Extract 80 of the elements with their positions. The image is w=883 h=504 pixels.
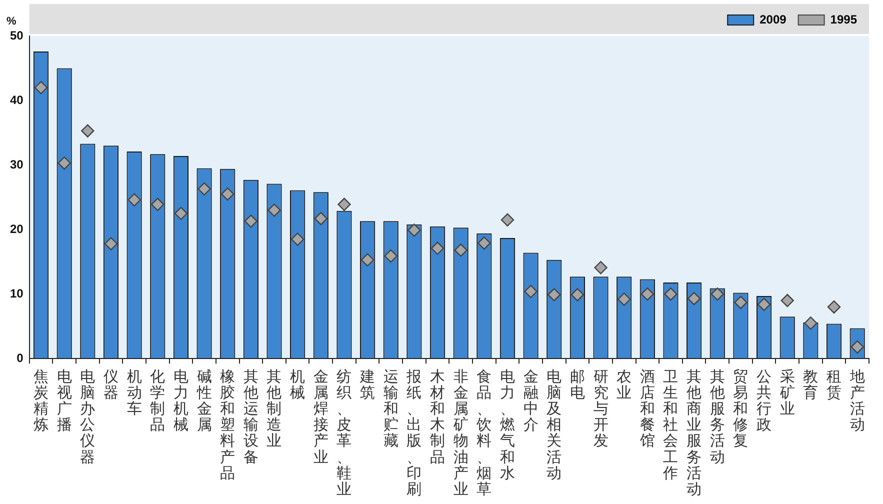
y-tick-label: 10 [10, 286, 24, 300]
x-tick-label: 电脑办公仪器 [80, 368, 96, 466]
x-tick-label: 纺织、皮革、鞋业 [336, 368, 352, 498]
point [734, 296, 748, 310]
x-tick-label: 贸易和修复 [733, 368, 748, 450]
x-tick-label: 公共行政 [756, 368, 772, 434]
point [314, 212, 328, 226]
x-tick-label: 运输和贮藏 [383, 368, 398, 450]
x-tick-label: 金属焊接产业 [313, 368, 328, 466]
x-tick-label: 酒店和餐馆 [638, 368, 655, 450]
x-tick-label: 橡胶和塑料产品 [220, 368, 236, 482]
x-tick-label: 木材和木制品 [429, 368, 446, 466]
point [290, 232, 304, 246]
y-tick-label: 40 [10, 92, 24, 107]
point [128, 193, 141, 206]
x-tick-label: 卫生和社会工作 [662, 368, 678, 482]
x-tick-label: 电力、燃气和水 [500, 368, 515, 482]
point [338, 198, 351, 211]
y-tick-label: 30 [10, 157, 24, 172]
x-tick-label: 焦炭精炼 [34, 368, 49, 434]
legend-label: 1995 [830, 12, 858, 26]
point [174, 206, 188, 220]
x-tick-label: 建筑 [359, 368, 376, 402]
x-tick-label: 碱性金属 [196, 368, 212, 434]
x-tick-label: 金融中介 [523, 368, 538, 434]
x-tick-label: 采矿业 [778, 368, 795, 418]
point [757, 298, 771, 312]
x-tick-label: 研究与开发 [593, 368, 608, 450]
point [454, 244, 468, 257]
x-tick-label: 电脑及相关活动 [546, 368, 562, 482]
point [710, 287, 724, 301]
point [618, 292, 631, 306]
point [594, 261, 608, 274]
point [268, 204, 281, 217]
x-tick-label: 其他商业服务活动 [686, 368, 702, 498]
point [81, 124, 94, 138]
point [478, 236, 491, 250]
point [548, 288, 561, 302]
x-tick-label: 仪器 [103, 368, 118, 402]
point [104, 237, 118, 250]
x-tick-label: 邮电 [570, 368, 585, 402]
x-tick-label: 教育 [803, 368, 818, 402]
x-tick-label: 机械 [290, 368, 306, 402]
point [58, 156, 71, 170]
point [640, 287, 654, 301]
point [524, 284, 538, 298]
point [384, 249, 398, 263]
x-tick-label: 其他制造业 [266, 368, 282, 450]
y-tick-label: 50 [10, 28, 24, 42]
y-axis-title: % [6, 16, 16, 28]
x-tick-label: 报纸、出版、印刷 [406, 368, 422, 498]
x-tick-label: 机动车 [126, 368, 142, 418]
legend-label: 2009 [760, 12, 787, 26]
point [500, 213, 514, 226]
x-tick-label: 其他运输设备 [243, 368, 258, 466]
point [570, 288, 584, 302]
x-tick-label: 其他服务活动 [710, 368, 725, 466]
point [408, 224, 421, 237]
point [151, 198, 164, 211]
point [430, 242, 444, 255]
y-tick-label: 20 [10, 222, 24, 236]
x-tick-label: 地产活动 [848, 368, 865, 434]
x-tick-label: 电力机械 [173, 368, 188, 434]
x-tick-label: 化学制品 [150, 368, 166, 434]
point [804, 316, 818, 330]
point [360, 253, 374, 266]
point [687, 292, 701, 306]
x-tick-label: 租赁 [826, 368, 842, 402]
point [221, 187, 234, 201]
point [244, 214, 258, 228]
x-tick-label: 非金属矿物油产业 [452, 368, 468, 498]
x-tick-label: 电视广播 [56, 368, 72, 434]
point [664, 287, 678, 301]
x-tick-label: 食品、饮料、烟草 [476, 368, 492, 498]
point [780, 294, 794, 308]
point [198, 182, 211, 196]
y-tick-label: 0 [16, 350, 24, 365]
x-tick-label: 农业 [616, 368, 632, 402]
point [34, 81, 48, 94]
point [827, 300, 841, 314]
